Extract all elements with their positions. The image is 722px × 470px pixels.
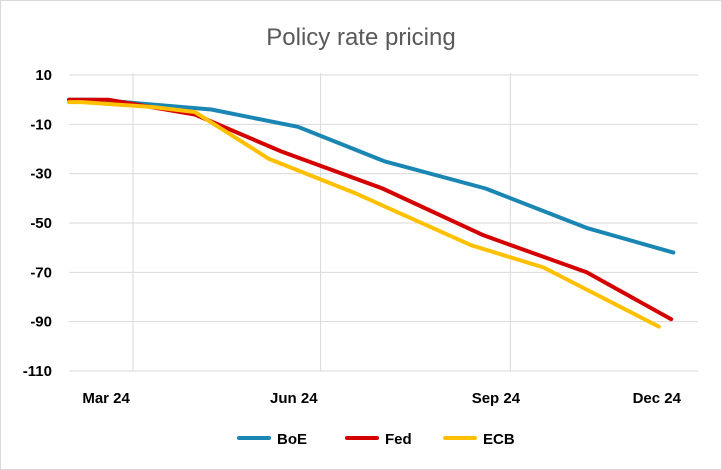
x-tick-label: Mar 24 (82, 390, 130, 407)
series-line-ecb (67, 100, 661, 329)
gridlines (69, 73, 698, 372)
legend-label-fed: Fed (385, 431, 412, 448)
series-line-boe (67, 97, 676, 255)
y-tick-label: -70 (30, 264, 52, 281)
x-axis-tick-labels: Mar 24 Jun 24 Sep 24 Dec 24 (82, 390, 681, 407)
series-lines (67, 97, 676, 329)
y-tick-label: -50 (30, 215, 52, 232)
y-tick-label: -30 (30, 166, 52, 183)
legend-label-boe: BoE (277, 431, 307, 448)
x-tick-label: Jun 24 (270, 390, 318, 407)
series-line-fed (67, 97, 674, 322)
legend: BoE Fed ECB (237, 431, 515, 448)
y-tick-label: -90 (30, 314, 52, 331)
y-axis-tick-labels: 10 -10 -30 -50 -70 -90 -110 (23, 67, 52, 380)
x-tick-label: Sep 24 (472, 390, 521, 407)
y-tick-label: -10 (30, 116, 52, 133)
y-tick-label: 10 (35, 67, 52, 84)
y-tick-label: -110 (23, 363, 52, 380)
chart-title: Policy rate pricing (266, 24, 455, 51)
x-tick-label: Dec 24 (633, 390, 682, 407)
legend-label-ecb: ECB (483, 431, 515, 448)
